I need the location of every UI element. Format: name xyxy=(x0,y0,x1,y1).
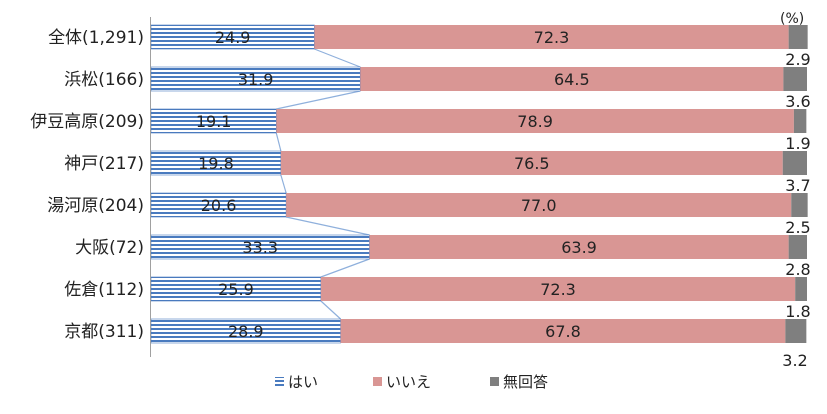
legend-label: いいえ xyxy=(386,373,431,391)
bar-segment xyxy=(314,25,789,49)
data-label: 64.5 xyxy=(554,70,590,89)
category-label: 全体(1,291) xyxy=(48,28,144,48)
bar-segment xyxy=(150,66,361,92)
legend-swatch xyxy=(490,377,499,386)
bar-segment xyxy=(280,151,783,175)
bar-segment xyxy=(782,151,807,175)
bar-segment xyxy=(785,319,807,343)
data-label: 33.3 xyxy=(242,238,278,257)
data-label: 76.5 xyxy=(514,154,550,173)
data-label: 25.9 xyxy=(218,280,254,299)
bar-segment xyxy=(795,277,807,301)
series-connector-line xyxy=(320,258,370,278)
category-label: 大阪(72) xyxy=(75,238,144,258)
bar-segment xyxy=(791,193,808,217)
data-label: 1.9 xyxy=(785,134,810,153)
bar-segment xyxy=(360,67,784,91)
data-label: 2.8 xyxy=(785,260,810,279)
data-label: 3.7 xyxy=(785,176,810,195)
bar-segment xyxy=(150,150,282,176)
series-connector-line xyxy=(314,48,361,68)
bar-segment xyxy=(783,67,807,91)
category-label: 京都(311) xyxy=(64,322,144,342)
category-label: 神戸(217) xyxy=(64,154,144,174)
bar-segment xyxy=(276,109,794,133)
series-connector-line xyxy=(275,132,282,152)
series-connector-line xyxy=(276,90,361,110)
legend-swatch xyxy=(373,377,382,386)
bar-segment xyxy=(793,109,807,133)
data-label: 67.8 xyxy=(545,322,581,341)
data-label: 31.9 xyxy=(238,70,274,89)
series-connector-line xyxy=(280,174,287,194)
legend-label: はい xyxy=(288,373,318,391)
data-label: 1.8 xyxy=(785,302,810,321)
bar-segment xyxy=(150,234,370,260)
category-label: 伊豆高原(209) xyxy=(30,112,144,132)
bar-segment xyxy=(340,319,786,343)
bar-segment xyxy=(150,318,341,344)
series-connector-line xyxy=(320,300,341,320)
data-label: 3.2 xyxy=(782,351,807,370)
data-label: 20.6 xyxy=(201,196,237,215)
bar-segment xyxy=(286,193,792,217)
legend: はい いいえ 無回答 xyxy=(275,373,548,391)
data-label: 3.6 xyxy=(785,92,810,111)
data-label: 28.9 xyxy=(228,322,264,341)
legend-label: 無回答 xyxy=(503,373,548,391)
series-connector-line xyxy=(286,216,370,236)
data-label: 24.9 xyxy=(215,28,251,47)
bar-segment xyxy=(788,235,807,259)
bar-segment xyxy=(788,25,808,49)
data-label: 77.0 xyxy=(521,196,557,215)
category-label: 湯河原(204) xyxy=(47,196,144,216)
category-label: 浜松(166) xyxy=(64,70,144,90)
bar-segment xyxy=(150,192,287,218)
data-label: 19.8 xyxy=(198,154,234,173)
data-label: 19.1 xyxy=(196,112,232,131)
data-label: 63.9 xyxy=(561,238,597,257)
legend-swatch xyxy=(275,377,284,386)
data-label: 78.9 xyxy=(517,112,553,131)
data-label: 2.5 xyxy=(785,218,810,237)
data-label: 72.3 xyxy=(540,280,576,299)
category-label: 佐倉(112) xyxy=(64,280,144,300)
bar-segment xyxy=(369,235,789,259)
bar-segment xyxy=(150,24,315,50)
bar-segment xyxy=(320,277,796,301)
data-label: 72.3 xyxy=(534,28,570,47)
unit-label: (%) xyxy=(780,11,804,27)
data-label: 2.9 xyxy=(785,50,810,69)
